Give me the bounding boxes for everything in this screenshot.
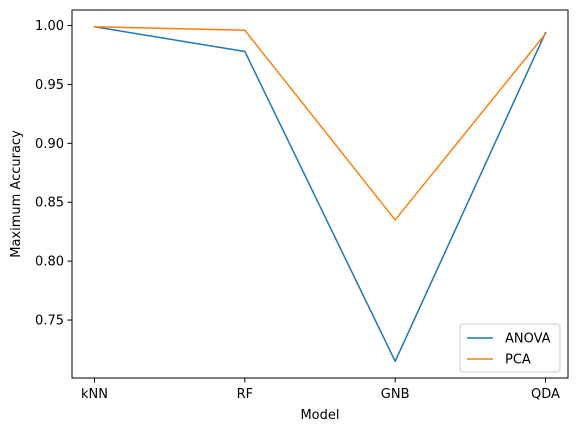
x-tick-label: GNB	[381, 387, 410, 402]
x-tick-label: kNN	[81, 387, 108, 402]
series-line-pca	[93, 25, 547, 221]
y-tick-label: 0.95	[35, 78, 64, 93]
y-tick-label: 1.00	[35, 19, 64, 34]
legend-label-anova: ANOVA	[505, 332, 551, 347]
legend: ANOVA PCA	[459, 323, 561, 373]
y-axis-title: Maximum Accuracy	[9, 130, 24, 258]
y-tick-label: 0.85	[35, 196, 64, 211]
x-tick-label: RF	[237, 387, 254, 402]
y-axis-ticks: 0.75 0.80 0.85 0.90 0.95 1.00	[35, 19, 72, 329]
x-axis-title: Model	[300, 408, 339, 423]
series-line-anova	[93, 25, 547, 363]
series-layer	[93, 25, 547, 363]
legend-label-pca: PCA	[505, 353, 531, 368]
y-tick-label: 0.80	[35, 255, 64, 270]
legend-box	[459, 323, 561, 373]
plot-area-frame	[71, 9, 569, 379]
x-axis-ticks: kNN RF GNB QDA	[81, 378, 560, 402]
x-tick-label: QDA	[531, 387, 560, 402]
y-tick-label: 0.75	[35, 314, 64, 329]
y-tick-label: 0.90	[35, 137, 64, 152]
legend-entries: ANOVA PCA	[467, 332, 551, 368]
